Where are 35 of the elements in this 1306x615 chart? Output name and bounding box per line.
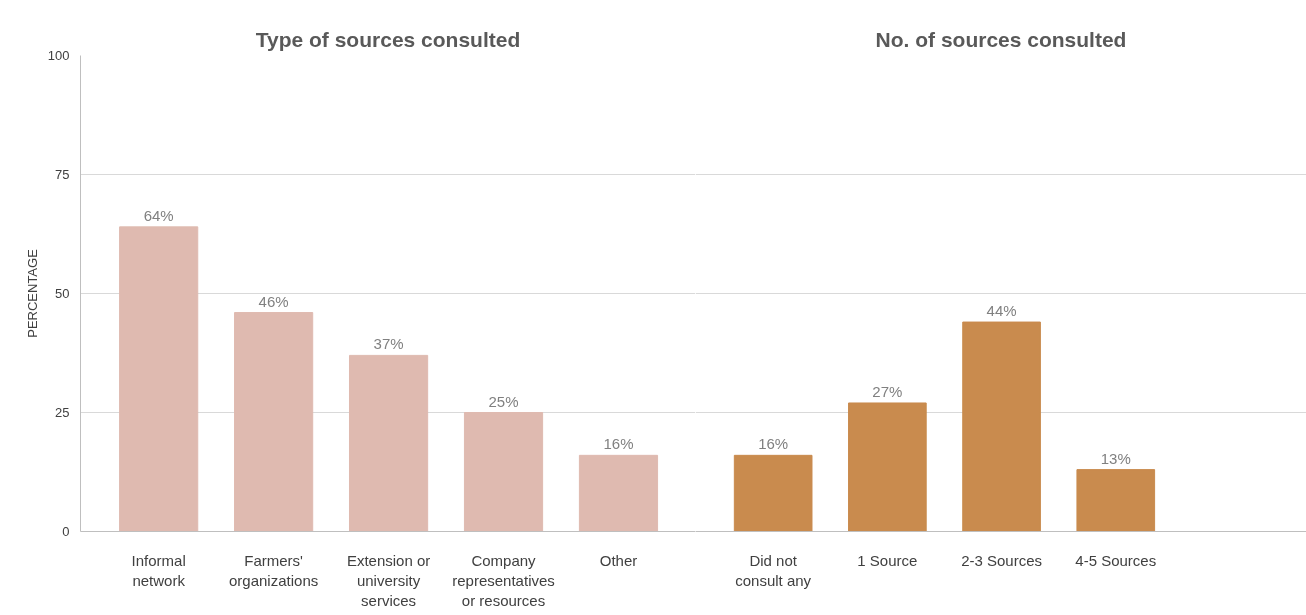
bar (848, 402, 927, 532)
data-label: 37% (373, 335, 404, 353)
y-tick-label: 75 (55, 167, 70, 182)
y-tick-label: 25 (55, 405, 70, 420)
data-label: 16% (758, 435, 789, 453)
bar (578, 454, 659, 532)
x-tick-label: 4-5 Sources (1075, 551, 1157, 569)
x-tick-label: Did not consult any (735, 551, 812, 589)
x-tick-label: Extension or university services (346, 551, 431, 610)
y-tick-label: 100 (47, 48, 70, 63)
y-axis-title: PERCENTAGE (24, 248, 40, 338)
chart-title: Type of sources consulted (255, 27, 521, 51)
data-label: 27% (872, 382, 903, 400)
data-label: 16% (603, 435, 634, 453)
data-label: 64% (143, 206, 174, 224)
data-label: 25% (488, 392, 519, 410)
chart-title: No. of sources consulted (875, 27, 1127, 51)
x-tick-label: 2-3 Sources (961, 551, 1043, 569)
x-tick-label: Farmers' organizations (229, 551, 319, 589)
bar (234, 312, 314, 532)
bar (348, 354, 429, 532)
x-tick-label: Informal network (131, 551, 186, 589)
bar (119, 226, 199, 532)
x-tick-label: 1 Source (857, 551, 918, 569)
x-tick-label: Other (599, 551, 638, 569)
data-label: 46% (258, 292, 289, 310)
data-label: 44% (986, 302, 1017, 320)
bar (733, 454, 813, 532)
bar (1076, 469, 1156, 532)
bar (962, 321, 1041, 532)
bar (463, 412, 544, 532)
y-tick-label: 50 (55, 286, 70, 301)
y-tick-label: 0 (62, 524, 70, 539)
x-tick-label: Company representatives or resources (452, 551, 555, 610)
data-label: 13% (1100, 449, 1131, 467)
